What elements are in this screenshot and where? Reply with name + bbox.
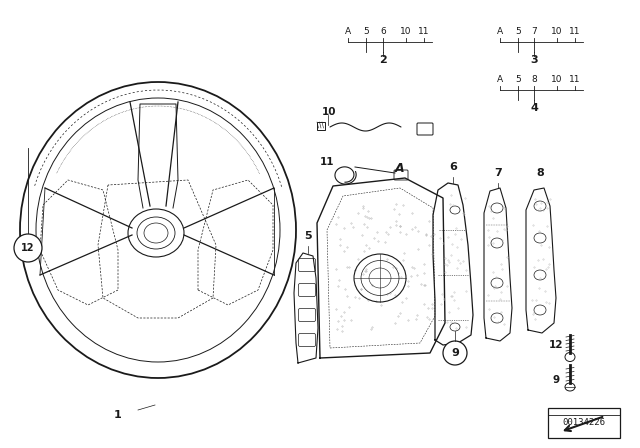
Text: 8: 8 (536, 168, 544, 178)
Circle shape (443, 341, 467, 365)
Text: 5: 5 (363, 27, 369, 36)
Text: 4: 4 (530, 103, 538, 113)
Text: 00134226: 00134226 (563, 418, 605, 426)
Text: 10: 10 (551, 27, 563, 36)
Text: 5: 5 (515, 75, 521, 84)
Text: A: A (497, 27, 503, 36)
Text: 10: 10 (551, 75, 563, 84)
Text: 10: 10 (322, 107, 337, 117)
Text: 11: 11 (569, 75, 580, 84)
FancyBboxPatch shape (417, 123, 433, 135)
FancyBboxPatch shape (394, 170, 408, 180)
Text: A: A (497, 75, 503, 84)
Text: 8: 8 (531, 75, 537, 84)
Text: 5: 5 (304, 231, 312, 241)
Text: 10: 10 (400, 27, 412, 36)
Text: 12: 12 (21, 243, 35, 253)
Text: 2: 2 (379, 55, 387, 65)
Text: 11: 11 (419, 27, 429, 36)
Text: 9: 9 (552, 375, 559, 385)
Text: A: A (395, 161, 405, 175)
Circle shape (14, 234, 42, 262)
Text: 11: 11 (320, 157, 335, 167)
Text: 3: 3 (530, 55, 538, 65)
Text: 5: 5 (515, 27, 521, 36)
Text: 7: 7 (494, 168, 502, 178)
Text: 12: 12 (548, 340, 563, 350)
Ellipse shape (565, 383, 575, 391)
Text: 9: 9 (451, 348, 459, 358)
Text: 7: 7 (531, 27, 537, 36)
Bar (548, 408, 620, 438)
Text: 1: 1 (114, 410, 122, 420)
Text: 6: 6 (449, 162, 457, 172)
Text: 6: 6 (380, 27, 386, 36)
Text: A: A (345, 27, 351, 36)
Text: 11: 11 (569, 27, 580, 36)
Ellipse shape (565, 353, 575, 362)
Bar (317, 122, 325, 130)
